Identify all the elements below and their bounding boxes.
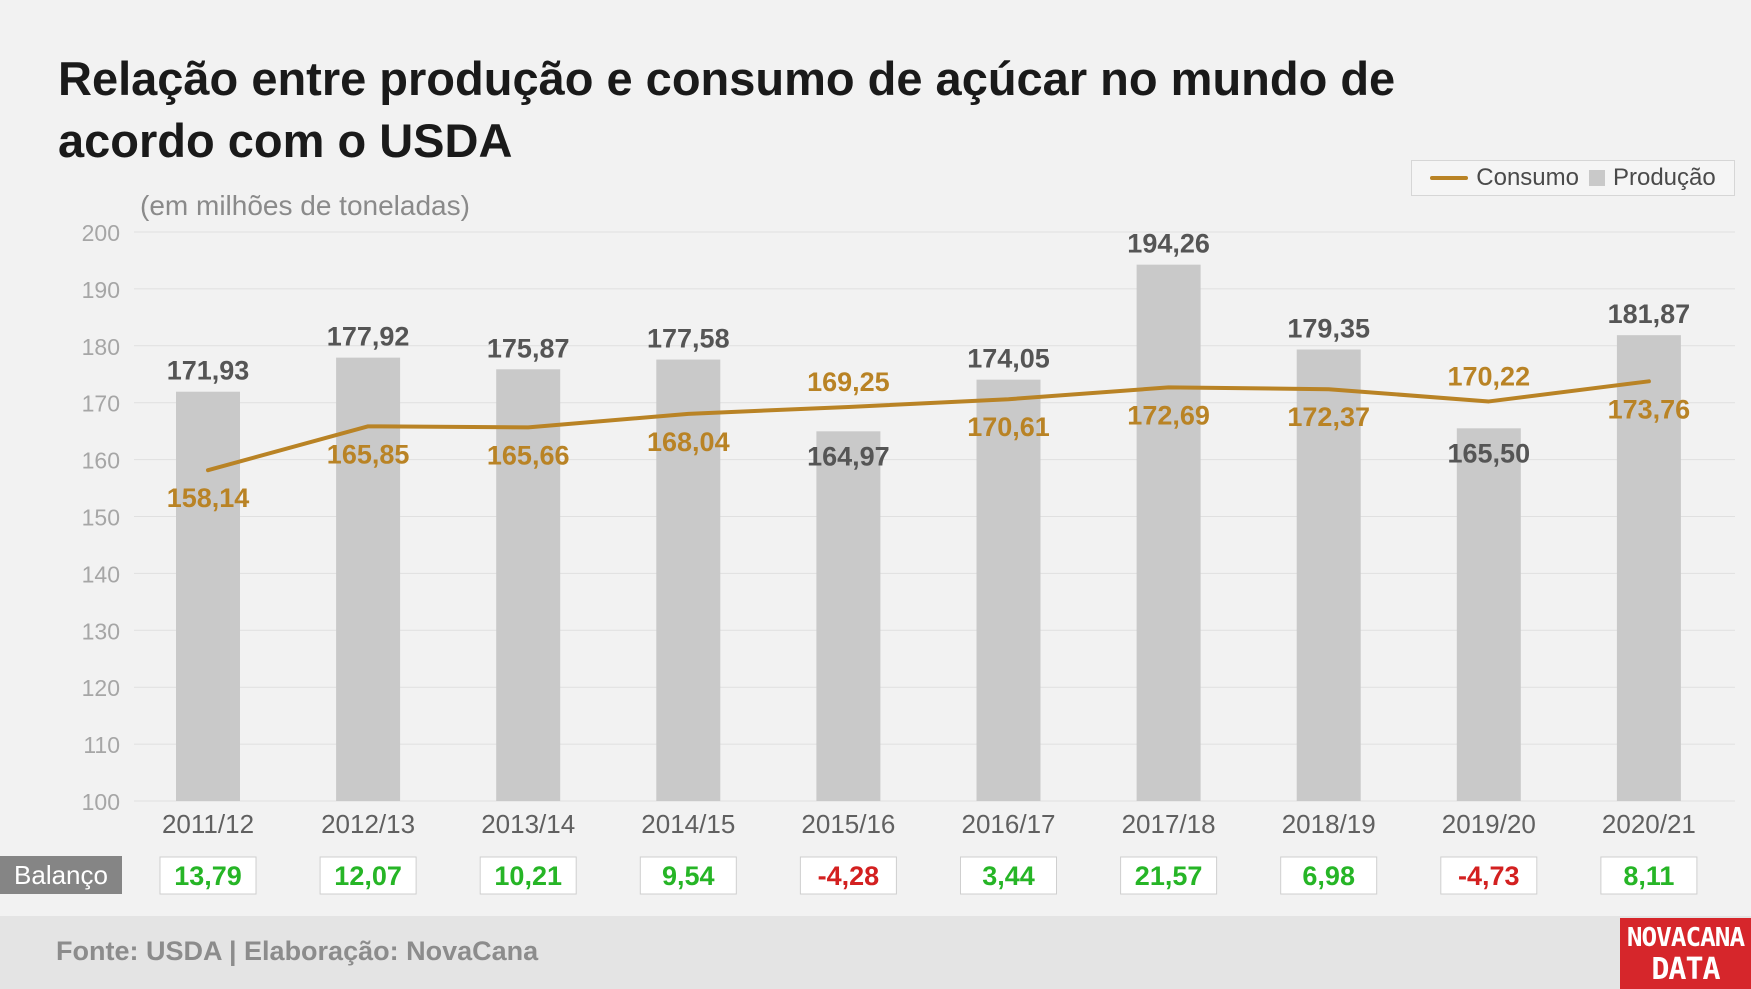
y-tick-label: 120 xyxy=(82,675,120,701)
balance-label: Balanço xyxy=(0,856,122,894)
chart-subtitle: (em milhões de toneladas) xyxy=(140,190,470,221)
page-title: Relação entre produção e consumo de açúc… xyxy=(58,52,1396,167)
legend-bar-swatch xyxy=(1588,170,1605,186)
bar-data-label: 171,93 xyxy=(167,356,250,386)
y-tick-label: 190 xyxy=(82,277,120,303)
y-tick-label: 180 xyxy=(82,334,120,360)
line-data-label: 165,66 xyxy=(487,440,570,470)
balance-value: 12,07 xyxy=(334,861,402,891)
bar-data-label: 164,97 xyxy=(807,441,890,471)
logo-line2: DATA xyxy=(1651,951,1720,987)
x-tick-label: 2020/21 xyxy=(1602,809,1696,839)
line-consumo xyxy=(206,379,1651,473)
legend-label-consumo: Consumo xyxy=(1476,164,1579,191)
bar-data-label: 174,05 xyxy=(967,344,1050,374)
footer: Fonte: USDA | Elaboração: NovaCana NOVAC… xyxy=(0,916,1751,989)
x-tick-label: 2019/20 xyxy=(1442,809,1536,839)
line-data-label: 165,85 xyxy=(327,439,410,469)
x-tick-label: 2013/14 xyxy=(481,809,575,839)
y-tick-label: 170 xyxy=(82,391,120,417)
line-data-label: 168,04 xyxy=(647,427,730,457)
balance-value: 13,79 xyxy=(174,861,242,891)
balance-box xyxy=(1440,856,1538,895)
bar-producao xyxy=(496,369,561,801)
chart-legend: Consumo Produção xyxy=(1411,160,1735,196)
balance-value: 3,44 xyxy=(982,861,1035,891)
bar-producao xyxy=(336,357,401,801)
bar-producao xyxy=(1296,349,1361,801)
bar-producao xyxy=(1456,428,1521,801)
legend-line-swatch xyxy=(1430,176,1469,180)
y-tick-label: 150 xyxy=(82,505,120,531)
source-text: Fonte: USDA | Elaboração: NovaCana xyxy=(56,936,539,966)
balance-value: -4,28 xyxy=(818,861,880,891)
bar-producao xyxy=(1616,335,1681,801)
line-data-label: 158,14 xyxy=(167,483,250,513)
balance-value: 9,54 xyxy=(662,861,715,891)
bar-producao xyxy=(976,379,1041,801)
y-tick-label: 160 xyxy=(82,448,120,474)
x-tick-label: 2011/12 xyxy=(162,809,254,839)
line-data-label: 172,69 xyxy=(1127,400,1210,430)
balance-box xyxy=(799,856,897,895)
y-tick-label: 130 xyxy=(82,618,120,644)
balance-box xyxy=(1120,856,1218,895)
x-tick-label: 2015/16 xyxy=(801,809,895,839)
balance-value: 21,57 xyxy=(1135,861,1203,891)
line-data-label: 172,37 xyxy=(1287,402,1370,432)
bar-data-label: 175,87 xyxy=(487,333,570,363)
line-data-label: 170,22 xyxy=(1448,361,1531,391)
x-tick-label: 2016/17 xyxy=(962,809,1056,839)
line-data-label: 170,61 xyxy=(967,412,1050,442)
x-tick-label: 2017/18 xyxy=(1122,809,1216,839)
y-tick-label: 140 xyxy=(82,561,120,587)
x-tick-label: 2012/13 xyxy=(321,809,415,839)
chart-plot: 100 110 120 130 140 150 160 170 180 190 200 171,93 1… xyxy=(82,220,1735,895)
balance-box xyxy=(159,856,257,895)
bar-producao xyxy=(1136,264,1201,801)
bar-data-label: 177,92 xyxy=(327,322,410,352)
balance-value: -4,73 xyxy=(1458,861,1520,891)
y-tick-label: 200 xyxy=(82,220,120,246)
bar-data-label: 181,87 xyxy=(1608,299,1691,329)
bar-producao xyxy=(656,359,721,801)
novacana-logo: NOVACANA DATA xyxy=(1620,918,1751,989)
legend-item-consumo: Consumo xyxy=(1430,164,1579,192)
balance-box xyxy=(479,856,577,895)
bar-data-label: 194,26 xyxy=(1127,229,1210,259)
y-tick-label: 100 xyxy=(82,789,120,815)
balance-value: 8,11 xyxy=(1623,861,1674,891)
balance-box xyxy=(319,856,417,895)
bar-producao xyxy=(176,391,240,801)
y-tick-label: 110 xyxy=(83,732,120,758)
x-tick-label: 2014/15 xyxy=(641,809,735,839)
bar-data-label: 179,35 xyxy=(1287,313,1370,343)
balance-box xyxy=(1280,856,1378,895)
bar-data-label: 165,50 xyxy=(1448,438,1531,468)
logo-line1: NOVACANA xyxy=(1626,922,1745,953)
balance-box xyxy=(1600,856,1698,895)
line-data-label: 173,76 xyxy=(1608,394,1691,424)
balance-box xyxy=(639,856,737,895)
balance-value: 10,21 xyxy=(494,861,562,891)
bar-producao xyxy=(816,431,881,801)
bar-data-label: 177,58 xyxy=(647,324,730,354)
line-data-label: 169,25 xyxy=(807,367,890,397)
legend-label-producao: Produção xyxy=(1612,164,1716,191)
balance-box xyxy=(960,856,1057,895)
legend-item-producao: Produção xyxy=(1588,164,1716,192)
x-tick-label: 2018/19 xyxy=(1282,809,1376,839)
balance-value: 6,98 xyxy=(1302,861,1355,891)
